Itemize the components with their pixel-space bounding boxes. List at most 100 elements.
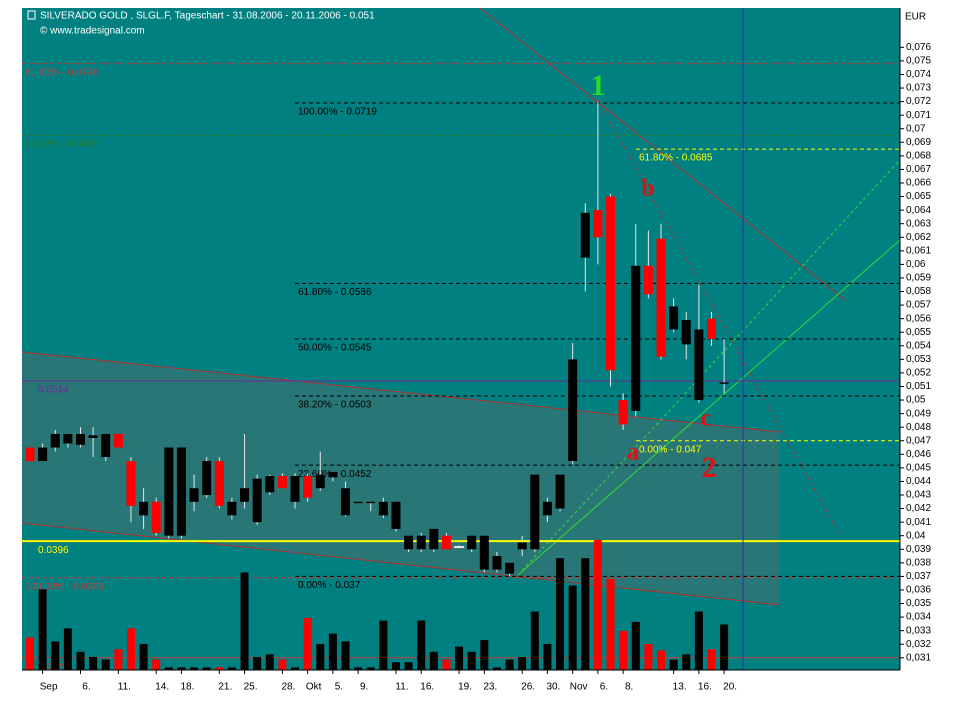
volume-bar [455, 646, 464, 670]
y-tick-label: 0,05 [906, 395, 926, 406]
y-tick-label: 0,049 [906, 408, 931, 419]
chart-title: SILVERADO GOLD , SLGL.F, Tageschart - 31… [40, 11, 375, 22]
candle-body [189, 488, 199, 502]
candle-body [618, 400, 628, 425]
x-tick-label: Nov [570, 682, 588, 693]
volume-bar [720, 624, 729, 670]
volume-bar [593, 540, 602, 670]
candle-body [606, 196, 616, 371]
volume-bar [89, 657, 98, 670]
candle-body [404, 535, 414, 550]
volume-bar [619, 631, 628, 670]
y-tick-label: 0,051 [906, 381, 931, 392]
candle-body [719, 382, 729, 384]
y-tick-label: 0,053 [906, 354, 931, 365]
y-tick-label: 0,074 [906, 69, 931, 80]
y-tick-label: 0,057 [906, 300, 931, 311]
x-tick-label: 11. [395, 682, 408, 693]
annotation: 2 [702, 451, 717, 484]
y-tick-label: 0,032 [906, 639, 931, 650]
level-label: 38.20% - 0.0503 [298, 400, 372, 411]
levels: 61.80% - 0.0748 23.62% - 0.0695 0.0514 0.03… [22, 63, 900, 672]
y-tick-label: 0,044 [906, 476, 931, 487]
y-tick-label: 0,068 [906, 151, 931, 162]
volume-bar [429, 651, 438, 670]
volume-bar [682, 654, 691, 670]
y-tick-label: 0,037 [906, 571, 931, 582]
volume-bar [404, 662, 413, 670]
y-tick-label: 0,039 [906, 544, 931, 555]
level-label: 61.80% - 0.0685 [639, 153, 713, 164]
volume-bar [669, 659, 678, 670]
volume-bar [190, 667, 199, 670]
candle-body [568, 359, 578, 462]
y-tick-label: 0,064 [906, 205, 931, 216]
volume-bar [505, 659, 514, 670]
candle-body [290, 476, 300, 502]
candle-body [580, 212, 590, 258]
volume-bar [492, 667, 501, 670]
volume-bar [417, 620, 426, 670]
candle-body [669, 306, 679, 330]
y-tick-label: 0,047 [906, 435, 931, 446]
candle-body [252, 478, 262, 523]
volume-bar [63, 628, 72, 670]
y-tick-label: 0,033 [906, 625, 931, 636]
candle-body [694, 329, 704, 401]
volume-bar [328, 633, 337, 670]
candles [25, 101, 729, 577]
trend-line [597, 99, 841, 536]
x-tick-label: 18. [180, 682, 194, 693]
volume-bar [278, 659, 287, 670]
candle-body [542, 501, 552, 516]
candle-body [151, 501, 161, 533]
y-tick-label: 0,073 [906, 83, 931, 94]
candle-body [555, 474, 565, 509]
source: © www.tradesignal.com [40, 26, 145, 37]
level-label: 0.00% - 0.047 [639, 444, 702, 455]
volume-bar [265, 654, 274, 670]
volume-bar [581, 558, 590, 670]
volume-bar [316, 644, 325, 670]
candle-body [706, 318, 716, 339]
x-tick-label: 6. [82, 682, 90, 693]
currency: EUR [905, 12, 926, 23]
candle-body [88, 435, 98, 439]
volume-bar [606, 579, 615, 670]
y-tick-label: 0,075 [906, 56, 931, 67]
candle-body [467, 535, 477, 550]
candle-body [277, 476, 287, 489]
candle-body [240, 488, 250, 502]
volume-bar [631, 621, 640, 670]
candle-body [214, 461, 224, 506]
y-tick-label: 0,069 [906, 137, 931, 148]
candle-body [441, 535, 451, 550]
trend-line [479, 7, 846, 301]
volume-bar [518, 657, 527, 670]
candle-body [202, 461, 212, 496]
volume-bar [51, 641, 60, 670]
candle-body [353, 501, 363, 504]
y-tick-label: 0,061 [906, 245, 931, 256]
x-tick-label: 9. [360, 682, 368, 693]
y-tick-label: 0,031 [906, 652, 931, 663]
candle-body [378, 501, 388, 516]
y-tick-label: 0,045 [906, 463, 931, 474]
x-tick-label: 26. [521, 682, 535, 693]
candle-body [139, 501, 149, 516]
y-tick-label: 0,043 [906, 490, 931, 501]
volume-bar [291, 667, 300, 670]
icon [27, 10, 36, 20]
volume [26, 540, 729, 670]
volume-bar [101, 659, 110, 670]
candle-body [75, 433, 85, 445]
y-tick-label: 0,067 [906, 164, 931, 175]
y-tick-label: 0,06 [906, 259, 926, 270]
volume-bar [694, 611, 703, 670]
level-label: 23.62% - 0.0695 [25, 139, 99, 150]
x-tick-label: 14. [155, 682, 169, 693]
y-tick-label: 0,066 [906, 178, 931, 189]
level-label: 50.00% - 0.0545 [298, 343, 372, 354]
y-tick-label: 0,034 [906, 612, 931, 623]
